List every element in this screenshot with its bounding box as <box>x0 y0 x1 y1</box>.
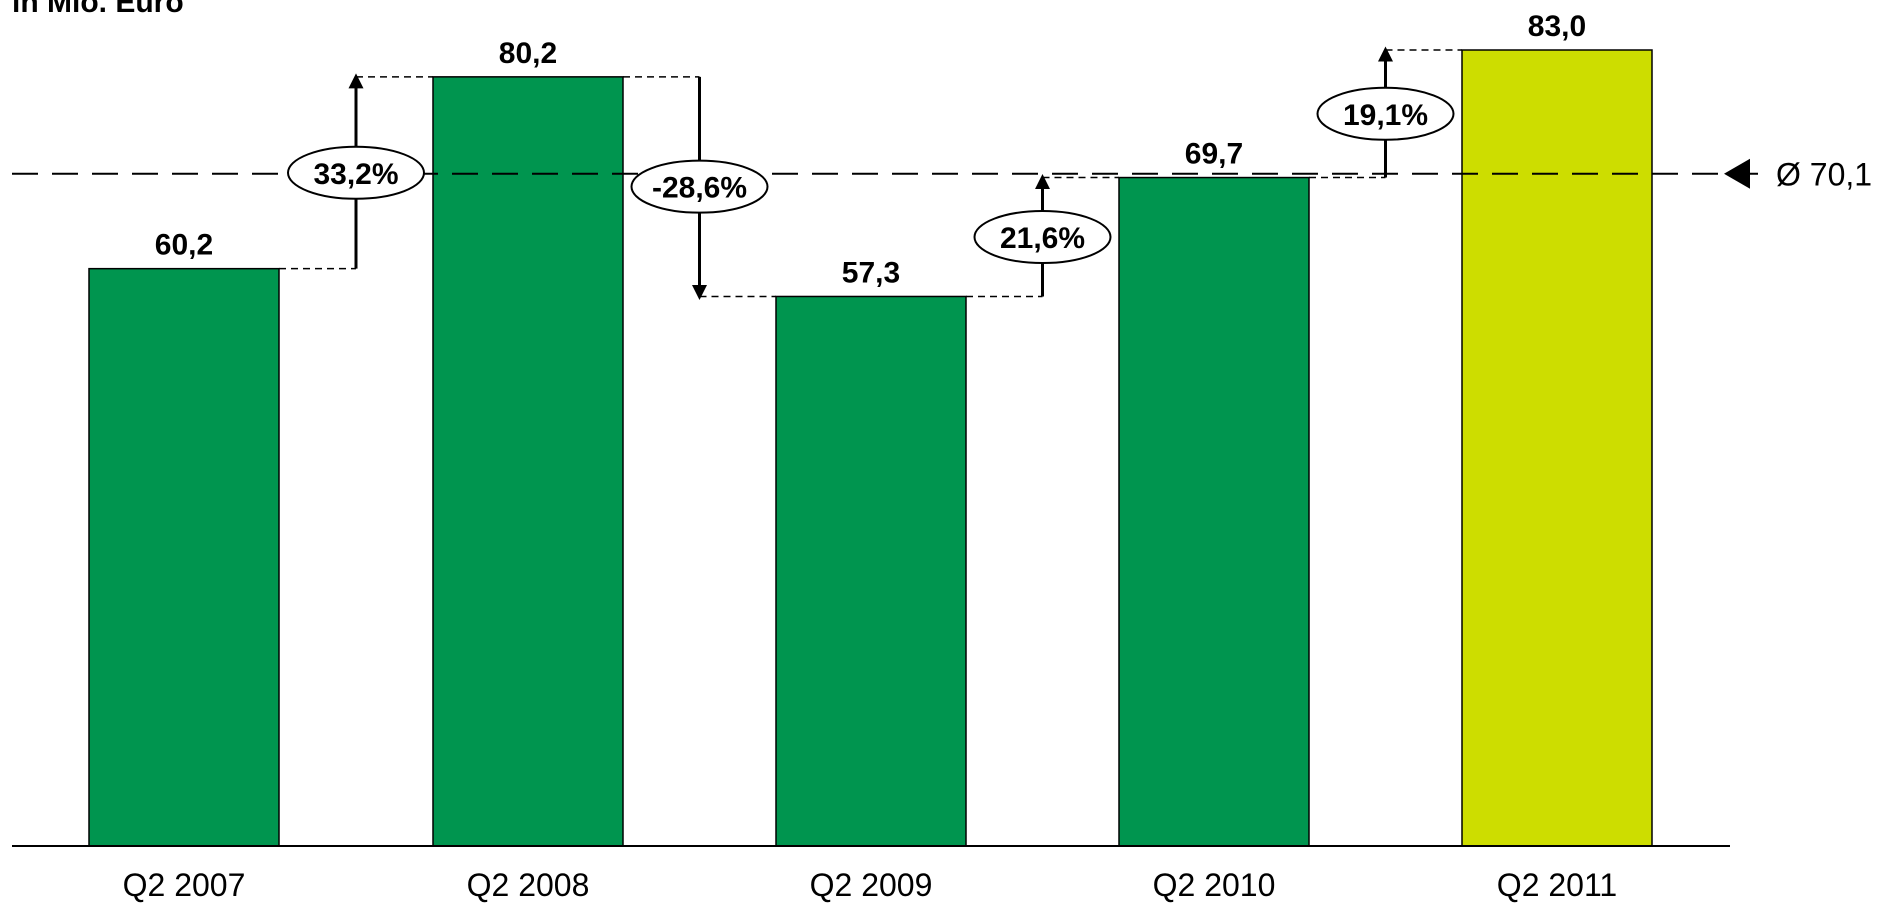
change-oval <box>630 159 769 214</box>
change-label: 33,2% <box>313 158 398 191</box>
change-label: 21,6% <box>1000 222 1085 255</box>
category-label: Q2 2010 <box>1153 867 1276 903</box>
change-oval <box>973 210 1112 265</box>
change-oval <box>287 145 425 200</box>
category-label: Q2 2008 <box>467 867 590 903</box>
chart-unit-label: in Mio. Euro <box>12 0 184 19</box>
category-label: Q2 2011 <box>1497 867 1617 903</box>
value-label: 83,0 <box>1528 10 1586 43</box>
average-marker-icon <box>1724 158 1750 189</box>
bar-q2-2010 <box>1118 176 1310 847</box>
bars-layer <box>12 49 1730 847</box>
change-label: 19,1% <box>1343 99 1428 132</box>
bar-q2-2007 <box>88 267 280 847</box>
change-annotations-layer: 33,2% -28,6% 21,6% 19,1% <box>279 46 1462 300</box>
value-label: 57,3 <box>842 256 900 289</box>
change-label: -28,6% <box>652 172 747 205</box>
bar-q2-2009 <box>775 295 967 847</box>
category-label: Q2 2007 <box>123 867 246 903</box>
labels-layer: 60,2 Q2 2007 80,2 Q2 2008 57,3 Q2 2009 69,7 Q2 … <box>123 10 1618 903</box>
value-label: 60,2 <box>155 229 213 262</box>
category-label: Q2 2009 <box>810 867 933 903</box>
value-label: 69,7 <box>1185 138 1243 171</box>
bar-q2-2008 <box>432 76 624 847</box>
average-label: Ø 70,1 <box>1776 157 1872 193</box>
bar-q2-2011 <box>1461 49 1653 847</box>
change-oval <box>1316 86 1455 141</box>
value-label: 80,2 <box>499 37 557 70</box>
